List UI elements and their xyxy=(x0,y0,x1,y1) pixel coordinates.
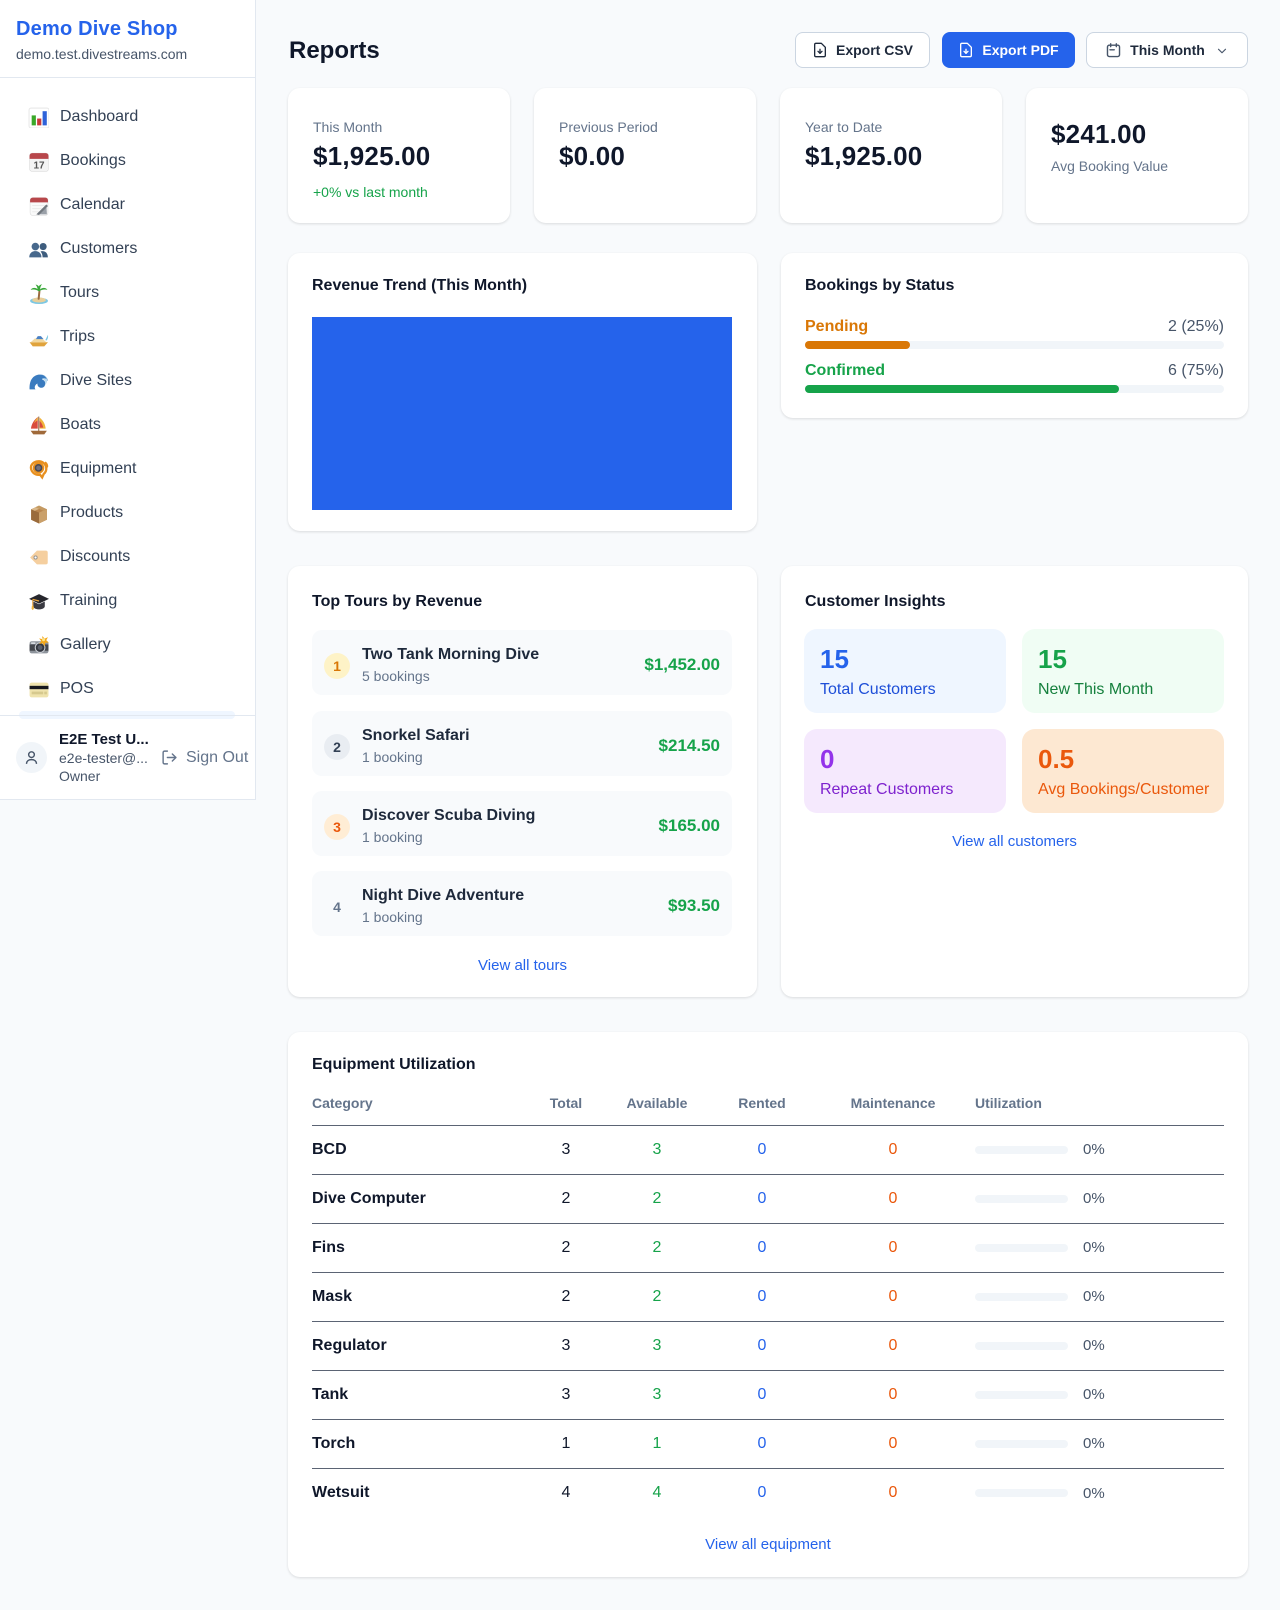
svg-text:17: 17 xyxy=(33,160,45,171)
